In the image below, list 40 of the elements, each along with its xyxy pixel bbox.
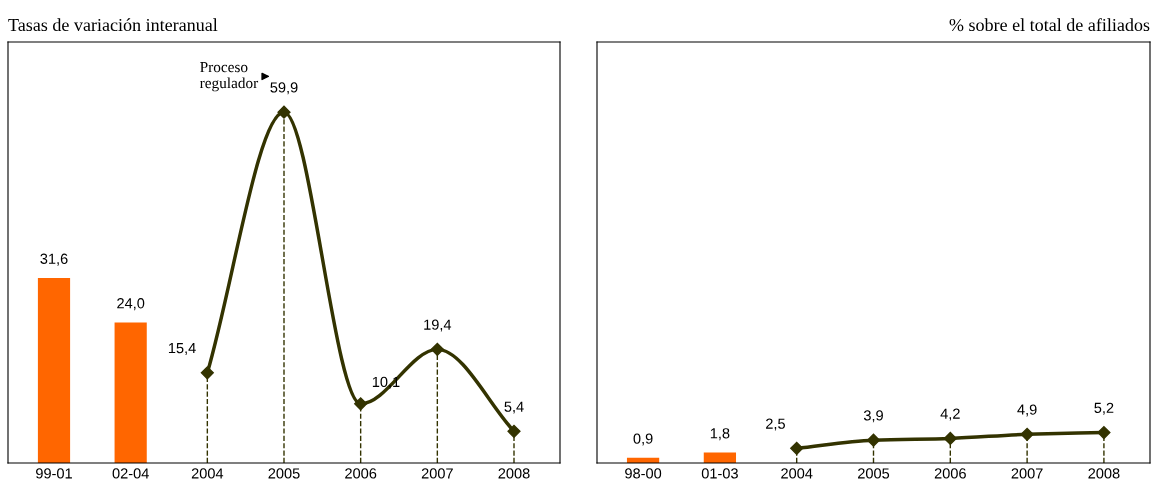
x-tick-label: 2008 — [498, 468, 530, 479]
point — [200, 366, 214, 380]
data-label: 5,4 — [504, 401, 524, 414]
point — [943, 431, 957, 445]
point — [430, 342, 444, 356]
x-tick-label: 2007 — [1011, 468, 1043, 479]
point — [277, 105, 291, 119]
data-label: 1,8 — [710, 428, 730, 441]
x-tick-label: 98-00 — [625, 468, 662, 479]
x-tick-label: 01-03 — [701, 468, 738, 479]
x-tick-label: 2008 — [1088, 468, 1120, 479]
data-label: 4,2 — [940, 408, 960, 421]
point — [507, 424, 521, 438]
x-tick-label: 02-04 — [112, 468, 149, 479]
data-label: 5,2 — [1094, 402, 1114, 415]
point — [790, 441, 804, 455]
chart-title: % sobre el total de afiliados — [949, 18, 1150, 32]
chart-title: Tasas de variación interanual — [8, 18, 218, 32]
data-label: 19,4 — [424, 319, 452, 332]
data-label: 3,9 — [863, 410, 883, 423]
x-tick-label: 2007 — [421, 468, 453, 479]
data-label: 2,5 — [766, 418, 785, 431]
point — [354, 397, 368, 411]
x-tick-label: 2005 — [858, 468, 890, 479]
data-label: 4,9 — [1017, 404, 1037, 417]
x-tick-label: 99-01 — [36, 468, 72, 479]
x-tick-label: 2006 — [345, 468, 377, 479]
data-label: 59,9 — [270, 82, 298, 95]
point — [1097, 425, 1111, 440]
x-tick-label: 2006 — [934, 468, 966, 479]
point — [1020, 427, 1034, 441]
x-tick-label: 2004 — [191, 468, 224, 479]
data-label: 31,6 — [40, 253, 68, 266]
annotation: Proceso regulador — [199, 62, 259, 92]
point — [866, 433, 881, 447]
data-label: 0,9 — [633, 433, 653, 446]
x-tick-label: 2005 — [268, 468, 300, 479]
x-tick-label: 2004 — [781, 468, 813, 479]
data-label: 15,4 — [168, 343, 196, 355]
data-label: 24,0 — [117, 298, 145, 311]
